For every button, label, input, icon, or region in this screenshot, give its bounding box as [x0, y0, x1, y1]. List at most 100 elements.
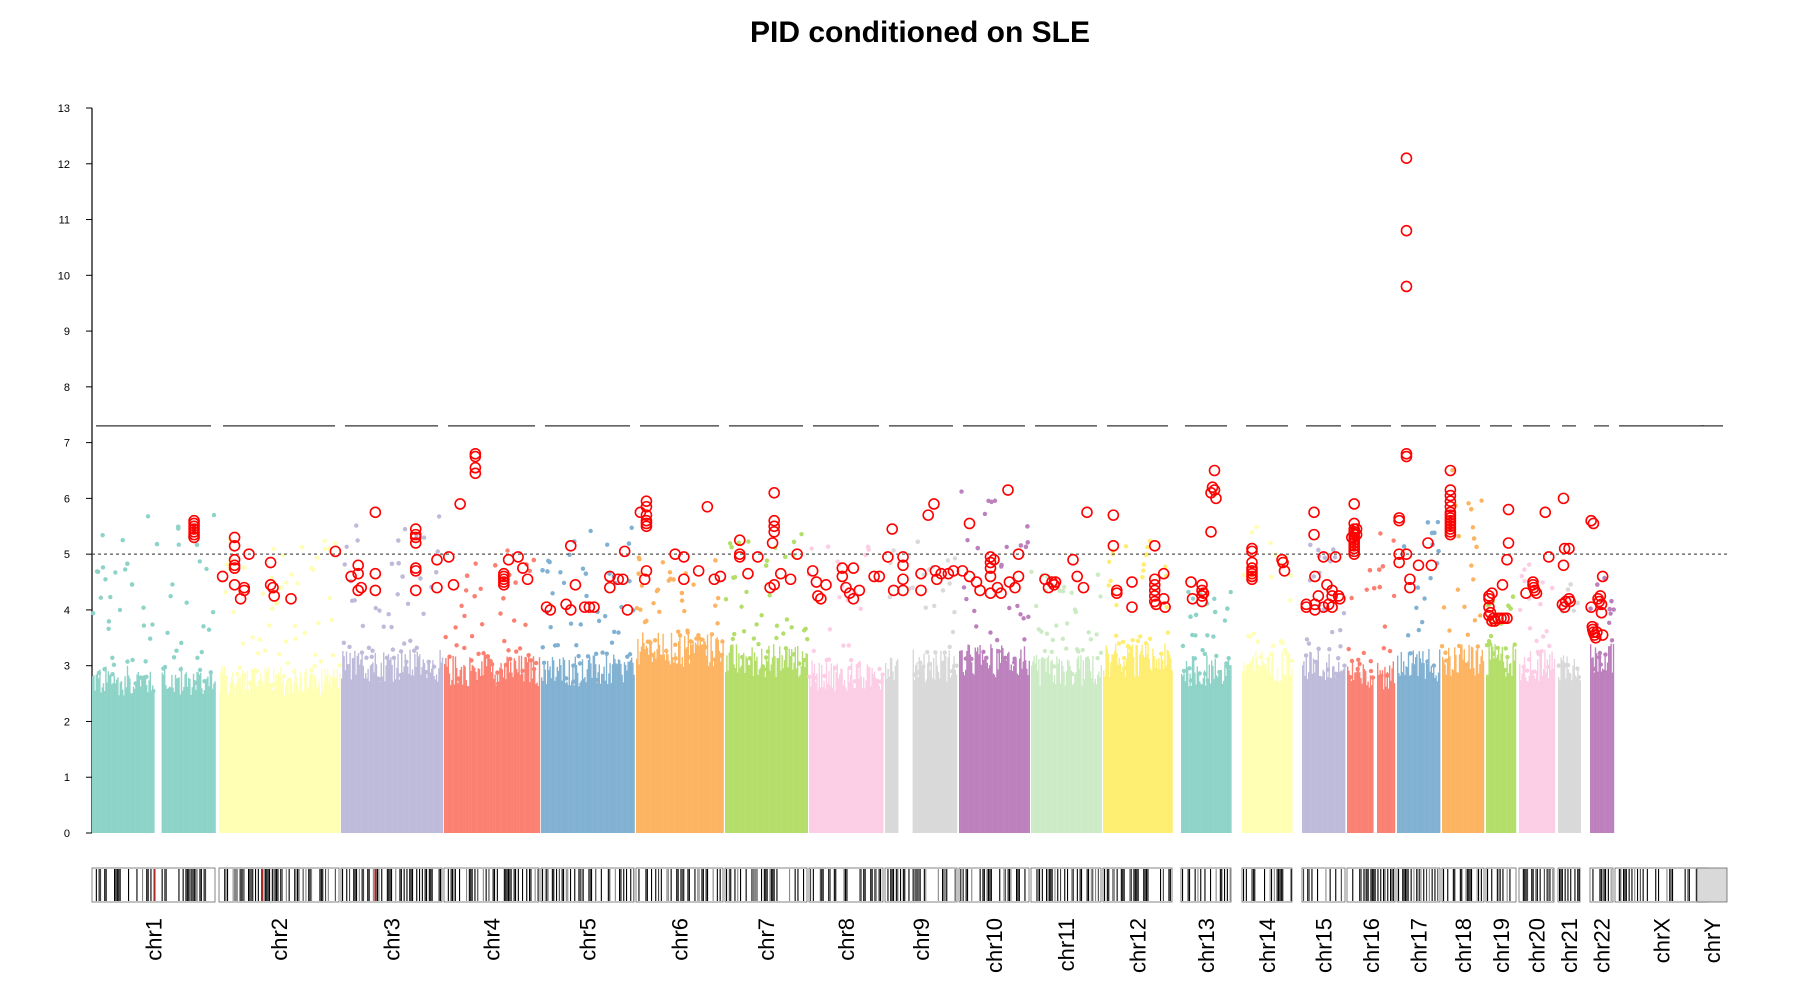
ideogram-chrX — [1614, 867, 1709, 903]
highlighted-point — [1148, 579, 1161, 591]
point — [1137, 634, 1143, 639]
point — [1025, 524, 1030, 529]
point-band — [968, 644, 970, 833]
point-band — [1598, 657, 1600, 833]
point — [1470, 525, 1476, 530]
ideogram-band — [1122, 869, 1124, 901]
highlighted-point — [640, 495, 653, 507]
ideogram-band — [496, 869, 498, 901]
point-band — [489, 663, 491, 833]
point-band — [1423, 663, 1425, 833]
ideogram-band — [967, 869, 969, 901]
ideogram-band — [391, 869, 393, 901]
ideogram-band — [517, 869, 519, 901]
point-band — [1040, 658, 1042, 833]
highlighted-point — [617, 573, 629, 586]
point — [1073, 609, 1079, 615]
point-band — [1603, 674, 1605, 833]
point — [408, 638, 413, 643]
point — [113, 570, 118, 575]
ideogram-band — [1413, 869, 1415, 901]
point-band — [1577, 669, 1579, 833]
chr-label-chr19: chr19 — [1489, 918, 1514, 973]
point — [942, 650, 947, 655]
point — [600, 650, 605, 655]
point-band — [675, 663, 677, 833]
point-band — [1288, 653, 1291, 833]
highlighted-point — [1564, 595, 1576, 608]
point — [1522, 567, 1527, 572]
point-band — [1506, 659, 1508, 833]
highlighted-point — [469, 450, 482, 463]
point-band — [1610, 643, 1612, 833]
point-band — [1146, 655, 1148, 833]
point-band — [891, 658, 893, 833]
ideogram-band — [150, 869, 152, 901]
highlighted-point — [1393, 548, 1405, 560]
point — [984, 655, 989, 661]
point-band — [1579, 680, 1581, 833]
point-band — [638, 664, 640, 833]
ideogram-band — [712, 869, 714, 901]
point-band — [1351, 661, 1354, 833]
ideogram-band — [1269, 869, 1271, 901]
point-band — [123, 695, 125, 833]
point-band — [535, 684, 537, 833]
highlighted-point — [1400, 450, 1413, 463]
highlighted-point — [995, 587, 1007, 599]
point-band — [1217, 677, 1219, 833]
highlighted-point — [974, 584, 986, 597]
point-band — [445, 657, 447, 833]
point-band — [833, 665, 835, 833]
point — [1371, 585, 1377, 591]
ideogram-band — [192, 869, 194, 901]
point-band — [743, 652, 745, 833]
point-band — [1227, 659, 1230, 833]
ideogram-band — [142, 869, 144, 901]
point — [548, 624, 553, 630]
point-band — [548, 670, 550, 833]
chromosome-chr4-points — [443, 548, 541, 833]
point-band — [787, 671, 789, 833]
point-band — [371, 664, 373, 833]
ideogram-band — [1454, 869, 1456, 901]
point — [1364, 587, 1369, 592]
ideogram-band — [893, 869, 895, 901]
point-band — [150, 691, 153, 833]
point-band — [1189, 673, 1191, 833]
ideogram-band — [1684, 869, 1686, 901]
highlighted-point — [1348, 498, 1360, 510]
y-tick-label: 4 — [64, 605, 70, 617]
ideogram-band — [990, 869, 992, 901]
point-band — [1094, 678, 1096, 833]
point — [144, 674, 149, 680]
point-band — [691, 645, 693, 833]
point-band — [317, 685, 319, 833]
point-band — [775, 676, 777, 833]
ideogram-band — [871, 869, 873, 901]
point-band — [1023, 646, 1026, 833]
point-band — [685, 648, 687, 833]
point — [1106, 583, 1111, 588]
highlighted-points — [188, 152, 1609, 644]
highlighted-point — [947, 565, 960, 577]
point — [1370, 675, 1376, 680]
point — [352, 598, 357, 603]
highlighted-point — [612, 573, 624, 586]
point — [774, 635, 779, 641]
point-band — [1366, 685, 1368, 833]
point — [199, 649, 204, 655]
ideogram-band — [1067, 869, 1069, 901]
point-band — [212, 688, 214, 833]
highlighted-point — [1309, 570, 1321, 583]
point-band — [917, 677, 919, 833]
point — [463, 588, 469, 593]
point-band — [1136, 645, 1138, 833]
point — [1568, 582, 1573, 587]
point — [950, 629, 956, 635]
point-band — [519, 674, 521, 833]
point-band — [645, 645, 647, 833]
point-band — [250, 683, 252, 833]
point — [988, 630, 993, 635]
ideogram-band — [1419, 869, 1421, 901]
